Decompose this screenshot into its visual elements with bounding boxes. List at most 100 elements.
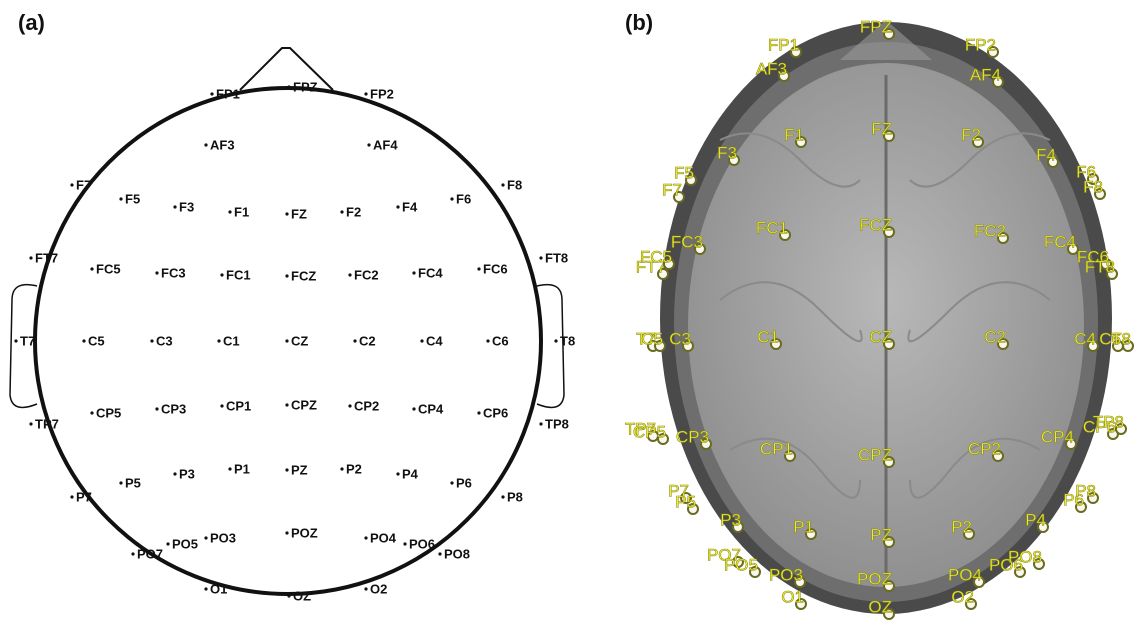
electrode-label: FT8 — [1085, 257, 1115, 276]
electrode-dot — [1014, 566, 1026, 578]
electrode-dot — [119, 481, 123, 485]
electrode-label: F5 — [674, 163, 694, 182]
electrode-label: F6 — [1076, 162, 1096, 181]
electrode-dot — [728, 154, 740, 166]
panel-a: (a) FP1 FPZ FP2 AF3 AF4 F7 F5 F3 F1 FZ F2 F4 F6 F8 FT7… — [9, 10, 575, 603]
electrode-dot — [992, 450, 1004, 462]
electrode-dot — [687, 503, 699, 515]
electrode-dot — [396, 205, 400, 209]
electrode-label: AF3 — [210, 137, 235, 152]
electrode-label: FT7 — [636, 257, 666, 276]
electrode-dot — [1115, 423, 1127, 435]
electrode-dot — [805, 528, 817, 540]
electrode-dot — [1087, 340, 1099, 352]
electrode-dot — [663, 258, 675, 270]
electrode-dot — [997, 232, 1009, 244]
electrode-dot — [1094, 188, 1106, 200]
electrode-dot — [1100, 258, 1112, 270]
electrode-label: F1 — [784, 125, 804, 144]
electrode-dot — [285, 531, 289, 535]
electrode-dot — [883, 456, 895, 468]
electrode-dot — [396, 472, 400, 476]
electrode-label: T8 — [1111, 329, 1131, 348]
electrode-label: P6 — [456, 475, 472, 490]
electrode-dot — [285, 403, 289, 407]
electrode-label: PO8 — [444, 546, 470, 561]
electrode-dot — [794, 576, 806, 588]
electrode-dot — [412, 407, 416, 411]
electrode-dot — [166, 542, 170, 546]
electrode-label: F4 — [402, 199, 418, 214]
electrode-dot — [217, 339, 221, 343]
electrode-dot — [450, 197, 454, 201]
electrode-dot — [883, 608, 895, 620]
electrode-label: O1 — [781, 587, 804, 606]
electrode-label: PO4 — [370, 530, 397, 545]
electrode-dot — [749, 566, 761, 578]
electrode-dot — [700, 438, 712, 450]
electrode-label: PO3 — [210, 530, 236, 545]
electrode-label: FC1 — [226, 267, 251, 282]
electrode-dot — [477, 267, 481, 271]
electrode-label: F7 — [662, 180, 682, 199]
electrode-label: F5 — [125, 191, 140, 206]
electrode-label: FZ — [871, 119, 892, 138]
electrode-dot — [987, 46, 999, 58]
electrode-dot — [973, 576, 985, 588]
electrode-label: F8 — [1083, 177, 1103, 196]
electrode-label: PO7 — [707, 545, 741, 564]
electrode-label: CP3 — [676, 427, 709, 446]
electrode-label: FC2 — [354, 267, 379, 282]
electrode-label: FC6 — [483, 261, 508, 276]
electrode-label: F8 — [507, 177, 522, 192]
electrode-label: F3 — [179, 199, 194, 214]
electrode-label: C3 — [156, 333, 173, 348]
electrode-dot — [403, 542, 407, 546]
electrode-dot — [82, 339, 86, 343]
electrode-label: TP8 — [545, 416, 569, 431]
electrode-label: O2 — [370, 581, 387, 596]
electrode-dot — [992, 76, 1004, 88]
electrode-label: TP7 — [35, 416, 59, 431]
panel-label: (a) — [18, 10, 45, 35]
electrode-label: CZ — [869, 327, 892, 346]
electrode-label: PO6 — [409, 536, 435, 551]
electrode-dot — [367, 143, 371, 147]
electrode-label: CP4 — [1041, 427, 1074, 446]
electrode-label: FC5 — [640, 247, 672, 266]
electrode-label: P4 — [1025, 510, 1046, 529]
electrode-dot — [204, 536, 208, 540]
electrode-dot — [412, 271, 416, 275]
electrode-label: T7 — [20, 333, 35, 348]
right-ear — [536, 283, 565, 409]
electrode-dot — [657, 433, 669, 445]
electrode-label: P2 — [951, 517, 972, 536]
electrode-dot — [204, 587, 208, 591]
electrode-label: P8 — [507, 489, 523, 504]
electrode-label: CP2 — [968, 439, 1001, 458]
electrode-dot — [287, 85, 291, 89]
electrode-label: F2 — [961, 125, 981, 144]
electrode-label: PO6 — [989, 555, 1023, 574]
electrode-label: FT7 — [35, 250, 58, 265]
electrode-label: PZ — [870, 525, 892, 544]
electrode-label: F4 — [1036, 145, 1056, 164]
electrode-dot — [285, 339, 289, 343]
electrode-dot — [680, 492, 692, 504]
electrode-label: F3 — [717, 143, 737, 162]
electrode-dot — [1087, 492, 1099, 504]
electrode-label: P6 — [1063, 490, 1084, 509]
electrode-dot — [539, 256, 543, 260]
electrode-dot — [784, 450, 796, 462]
electrode-label: FC3 — [161, 265, 186, 280]
electrode-dot — [997, 338, 1009, 350]
electrode-label: P3 — [179, 466, 195, 481]
electrode-label: PO7 — [137, 546, 163, 561]
electrode-label: FC6 — [1077, 247, 1109, 266]
electrode-label: P2 — [346, 461, 362, 476]
electrode-label: CP5 — [96, 405, 121, 420]
electrode-label: FC1 — [756, 218, 788, 237]
electrode-dot — [1075, 501, 1087, 513]
